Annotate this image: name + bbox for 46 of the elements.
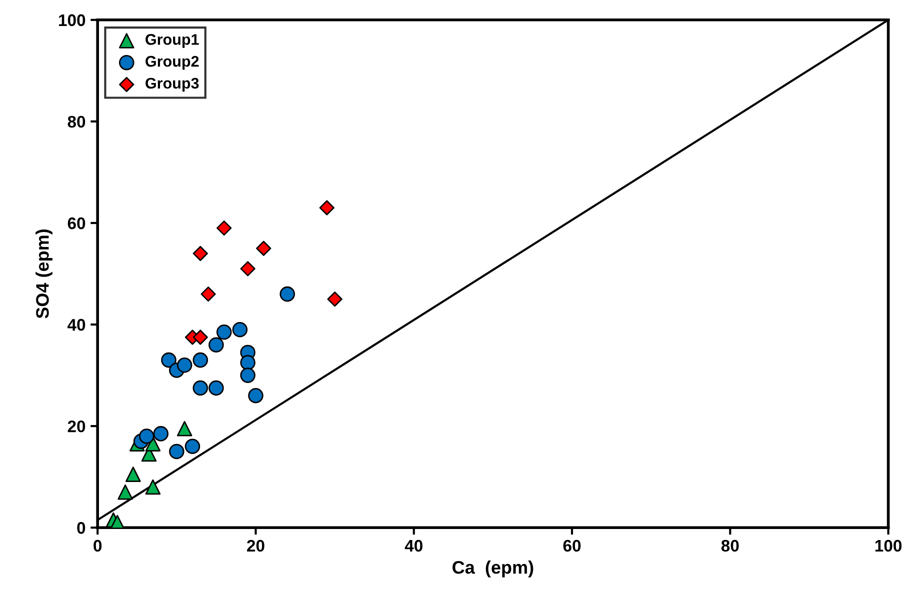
point bbox=[192, 380, 208, 396]
y-tick-label: 40 bbox=[67, 318, 86, 331]
point bbox=[216, 324, 232, 340]
point bbox=[240, 368, 256, 383]
point bbox=[176, 358, 192, 373]
point bbox=[118, 484, 133, 500]
point bbox=[192, 330, 208, 345]
point bbox=[192, 246, 208, 262]
x-tick-label: 80 bbox=[721, 540, 739, 552]
point bbox=[138, 428, 154, 444]
x-tick-label: 0 bbox=[94, 540, 102, 552]
x-tick-label: 40 bbox=[404, 540, 422, 552]
y-axis-title: SO4 (epm) bbox=[36, 230, 52, 318]
point bbox=[169, 444, 184, 460]
y-tick-label: 60 bbox=[68, 217, 86, 230]
legend-label: Group2 bbox=[146, 56, 199, 70]
point bbox=[208, 380, 224, 396]
point bbox=[176, 420, 192, 436]
point bbox=[232, 322, 248, 338]
y-tick-label: 0 bbox=[77, 522, 86, 534]
point bbox=[161, 352, 176, 368]
x-tick-label: 60 bbox=[563, 540, 581, 552]
point bbox=[256, 240, 272, 256]
point bbox=[145, 436, 161, 452]
legend-label: Group1 bbox=[146, 34, 199, 48]
point bbox=[184, 438, 200, 454]
y-tick-label: 100 bbox=[59, 14, 86, 26]
point bbox=[327, 292, 342, 307]
point bbox=[200, 286, 216, 302]
point bbox=[208, 337, 224, 352]
point bbox=[126, 466, 141, 482]
x-tick-label: 100 bbox=[875, 540, 902, 552]
point bbox=[240, 354, 256, 370]
x-tick-label: 20 bbox=[247, 540, 264, 552]
point bbox=[145, 479, 161, 495]
legend-label: Group3 bbox=[146, 78, 199, 92]
x-axis-title: Ca (epm) bbox=[452, 560, 534, 578]
point bbox=[319, 200, 334, 216]
point bbox=[153, 426, 168, 442]
y-tick-label: 80 bbox=[68, 116, 86, 128]
y-tick-label: 20 bbox=[68, 420, 86, 432]
point bbox=[280, 286, 295, 302]
point bbox=[192, 352, 208, 368]
point bbox=[248, 388, 264, 404]
point bbox=[240, 261, 256, 276]
point bbox=[216, 220, 232, 236]
